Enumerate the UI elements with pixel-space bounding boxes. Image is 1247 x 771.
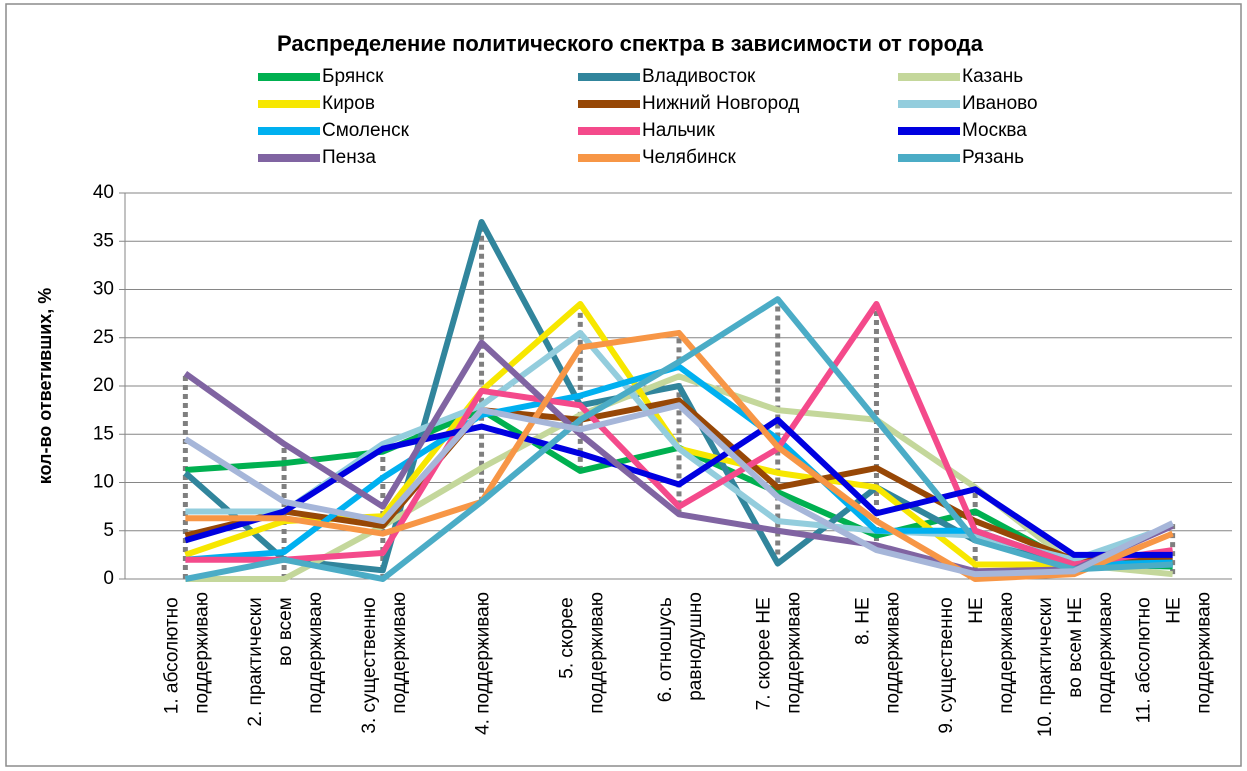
x-tick-label: 2. практически во всем поддерживаю	[245, 592, 326, 727]
legend-label: Рязань	[962, 147, 1024, 168]
x-tick-label: 10. практически во всем НЕ поддерживаю	[1035, 592, 1116, 737]
x-tick-label: 8. НЕ поддерживаю	[852, 592, 903, 714]
y-tick-label: 5	[103, 520, 114, 541]
legend-label: Смоленск	[322, 120, 410, 141]
y-tick-label: 25	[93, 327, 114, 348]
series-line	[183, 402, 1174, 578]
y-tick-label: 15	[93, 423, 114, 444]
series-line	[185, 300, 1174, 568]
x-tick-label: 1. абсолютно поддерживаю	[161, 592, 212, 714]
legend-label: Пенза	[322, 147, 376, 168]
y-tick-label: 30	[93, 279, 114, 300]
y-tick-label: 35	[93, 230, 114, 251]
legend-label: Владивосток	[642, 66, 756, 87]
x-tick-label: 9. существенно НЕ поддерживаю	[936, 592, 1017, 734]
y-tick-label: 40	[93, 182, 114, 203]
x-tick-label: 5. скорее поддерживаю	[556, 592, 607, 714]
legend-label: Нальчик	[642, 120, 716, 141]
y-tick-label: 20	[93, 375, 114, 396]
x-tick-label: 7. скорее НЕ поддерживаю	[754, 592, 805, 714]
series-line	[185, 329, 1174, 582]
y-tick-label: 10	[93, 472, 114, 493]
legend-label: Казань	[962, 66, 1023, 87]
legend-label: Челябинск	[642, 147, 736, 168]
series-line	[184, 416, 1173, 558]
legend-label: Иваново	[962, 93, 1038, 114]
x-tick-label: 4. поддерживаю	[473, 592, 494, 735]
y-axis-label: кол-во ответивших, %	[35, 288, 55, 485]
x-tick-label: 11. абсолютно НЕ поддерживаю	[1134, 592, 1215, 723]
legend-label: Нижний Новгород	[642, 93, 799, 114]
chart-title: Распределение политического спектра в за…	[277, 31, 984, 56]
legend-label: Киров	[322, 93, 375, 114]
x-tick-label: 6. отношусь равнодушно	[655, 592, 706, 702]
legend-label: Москва	[962, 120, 1027, 141]
x-tick-label: 3. существенно поддерживаю	[359, 592, 410, 734]
legend-label: Брянск	[322, 66, 384, 87]
series-line	[184, 397, 1173, 563]
series-line	[184, 296, 1173, 582]
y-tick-label: 0	[103, 568, 114, 589]
